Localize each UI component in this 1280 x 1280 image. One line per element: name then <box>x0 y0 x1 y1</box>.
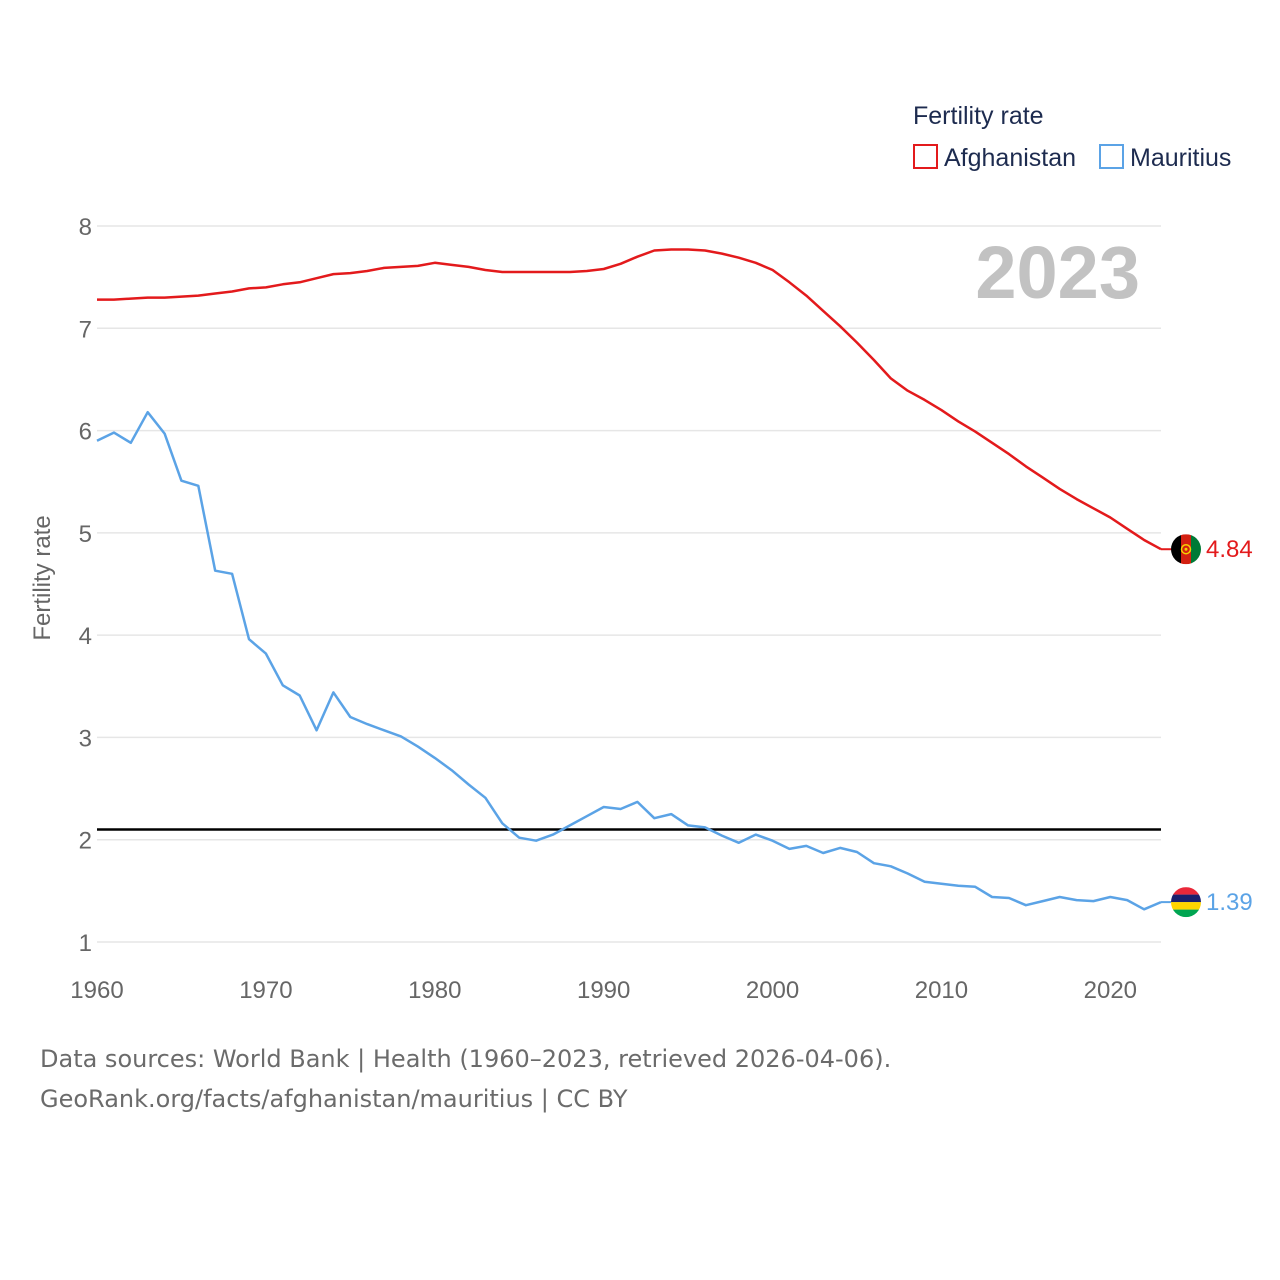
x-tick-label: 1970 <box>239 977 292 1004</box>
end-value-mauritius: 1.39 <box>1206 889 1253 916</box>
mauritius-flag-icon <box>1171 887 1201 918</box>
x-tick-label: 2010 <box>915 977 968 1004</box>
y-tick-label: 2 <box>79 828 92 855</box>
y-tick-label: 6 <box>79 419 92 446</box>
data-sources-note: Data sources: World Bank | Health (1960–… <box>40 1045 892 1073</box>
y-tick-label: 8 <box>79 214 92 241</box>
x-tick-label: 2020 <box>1084 977 1137 1004</box>
end-value-afghanistan: 4.84 <box>1206 536 1253 563</box>
credit-link[interactable]: GeoRank.org/facts/afghanistan/mauritius … <box>40 1085 628 1113</box>
end-markers: 4.84 1.39 <box>1161 534 1253 918</box>
series-layer <box>96 248 1162 911</box>
y-tick-label: 7 <box>79 316 92 343</box>
x-tick-label: 2000 <box>746 977 799 1004</box>
y-tick-label: 4 <box>79 623 92 650</box>
y-tick-label: 1 <box>79 930 92 957</box>
legend: Fertility rate Afghanistan Mauritius <box>913 102 1231 172</box>
fertility-chart: 1 2 3 4 5 6 7 8 1960 1970 1980 1990 2000 2010 2020 Fert… <box>29 102 1253 1004</box>
x-tick-label: 1960 <box>70 977 123 1004</box>
x-tick-label: 1990 <box>577 977 630 1004</box>
legend-title: Fertility rate <box>913 102 1044 130</box>
y-axis-title: Fertility rate <box>29 515 56 640</box>
y-tick-label: 5 <box>79 521 92 548</box>
legend-label-afghanistan: Afghanistan <box>944 144 1076 172</box>
x-tick-label: 1980 <box>408 977 461 1004</box>
axis-layer: 1 2 3 4 5 6 7 8 1960 1970 1980 1990 2000 2010 2020 Fert… <box>29 214 1137 1004</box>
afghanistan-flag-icon <box>1171 534 1201 565</box>
year-label: 2023 <box>975 231 1140 314</box>
grid-layer <box>97 225 1161 943</box>
legend-label-mauritius: Mauritius <box>1130 144 1231 172</box>
series-line-afghanistan <box>97 248 1162 551</box>
y-tick-label: 3 <box>79 725 92 752</box>
legend-swatch-afghanistan <box>913 144 938 169</box>
legend-swatch-mauritius <box>1099 144 1124 169</box>
series-line-mauritius <box>96 410 1162 911</box>
